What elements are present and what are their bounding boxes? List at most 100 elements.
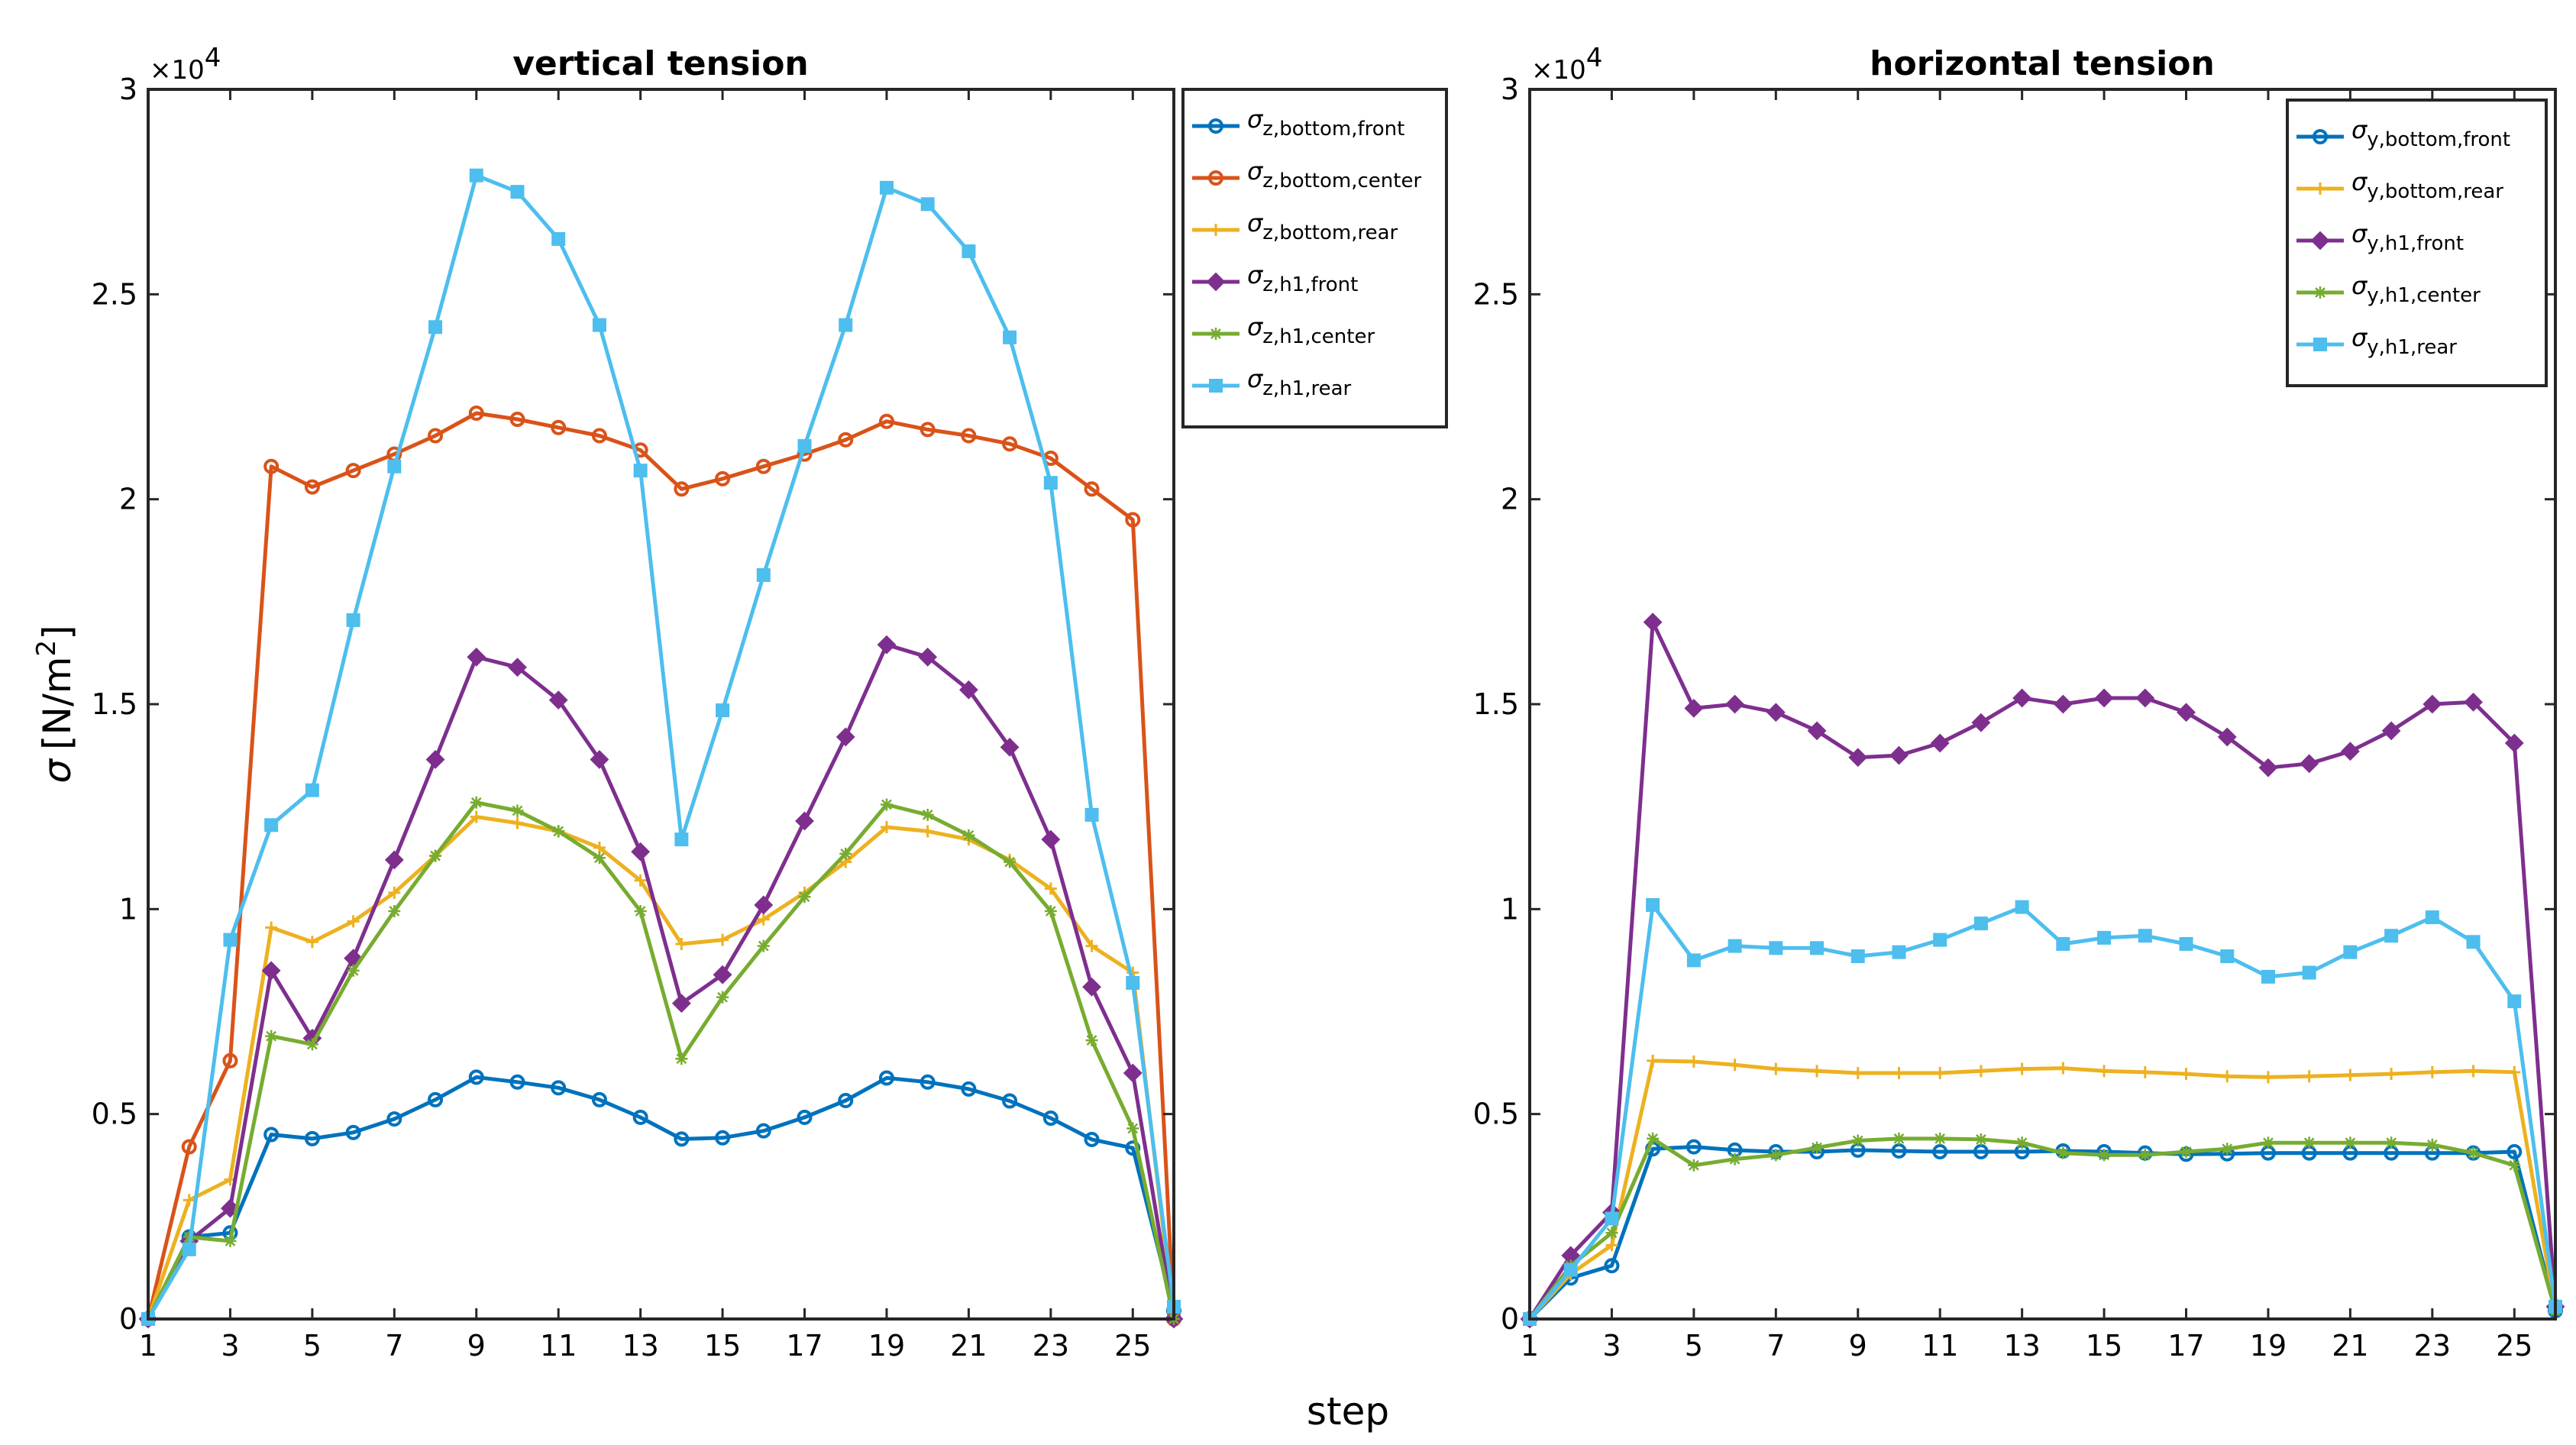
data-point bbox=[1126, 1122, 1139, 1135]
data-point bbox=[551, 1080, 567, 1096]
y-tick-label: 0 bbox=[1501, 1302, 1519, 1336]
data-point bbox=[264, 818, 279, 832]
data-point bbox=[1123, 1063, 1143, 1083]
series-layer bbox=[138, 168, 1184, 1329]
data-point bbox=[674, 481, 690, 497]
data-point bbox=[183, 1194, 196, 1207]
x-tick-label: 7 bbox=[385, 1329, 403, 1363]
legend-entry: σz,bottom,center bbox=[1192, 157, 1421, 192]
data-point bbox=[222, 1052, 238, 1068]
data-point bbox=[1042, 1110, 1059, 1127]
data-point bbox=[1041, 829, 1061, 849]
data-point bbox=[2340, 742, 2360, 761]
data-point bbox=[757, 939, 770, 952]
data-point bbox=[552, 825, 565, 838]
data-point bbox=[877, 635, 897, 655]
data-point bbox=[675, 937, 688, 950]
x-tick-label: 3 bbox=[1602, 1329, 1621, 1363]
data-point bbox=[2467, 1065, 2480, 1078]
data-point bbox=[1125, 512, 1141, 528]
x-tick-label: 3 bbox=[221, 1329, 239, 1363]
data-point bbox=[1811, 1141, 1824, 1154]
data-point bbox=[2097, 930, 2112, 945]
data-point bbox=[1811, 1065, 1824, 1078]
data-point bbox=[304, 1130, 320, 1146]
legend-entry: σz,h1,front bbox=[1192, 260, 1358, 296]
data-point bbox=[754, 895, 774, 915]
data-point bbox=[1002, 1093, 1018, 1109]
x-tick-label: 7 bbox=[1766, 1329, 1785, 1363]
x-tick-label: 1 bbox=[1521, 1329, 1539, 1363]
data-point bbox=[1605, 1211, 1619, 1226]
data-point bbox=[551, 419, 567, 435]
legend-box bbox=[2286, 99, 2548, 387]
x-tick-label: 5 bbox=[1685, 1329, 1703, 1363]
data-point bbox=[1085, 939, 1098, 952]
x-tick-label: 19 bbox=[2250, 1329, 2287, 1363]
data-point bbox=[263, 458, 280, 474]
data-point bbox=[631, 842, 651, 862]
series-line bbox=[146, 800, 1176, 1321]
data-point bbox=[469, 168, 483, 183]
data-point bbox=[548, 690, 568, 710]
data-point bbox=[2258, 758, 2278, 777]
legend-marker bbox=[1208, 170, 1223, 186]
data-point bbox=[634, 905, 647, 918]
data-point bbox=[2303, 1070, 2316, 1083]
x-tick-label: 9 bbox=[1849, 1329, 1867, 1363]
data-point bbox=[347, 915, 360, 928]
data-point bbox=[755, 458, 771, 474]
data-point bbox=[671, 994, 691, 1013]
data-point bbox=[508, 658, 527, 677]
data-point bbox=[962, 829, 975, 842]
data-point bbox=[428, 320, 443, 335]
data-point bbox=[1971, 713, 1991, 732]
data-point bbox=[182, 1242, 196, 1256]
x-tick-label: 21 bbox=[950, 1329, 987, 1363]
data-point bbox=[715, 1130, 731, 1146]
data-point bbox=[1770, 1149, 1783, 1162]
data-point bbox=[2464, 692, 2483, 712]
data-point bbox=[1003, 330, 1017, 344]
data-point bbox=[1684, 698, 1704, 718]
data-point bbox=[1605, 1227, 1618, 1240]
legend-label: σz,bottom,rear bbox=[1247, 209, 1398, 244]
data-point bbox=[674, 832, 689, 847]
legend-marker bbox=[2313, 338, 2327, 351]
data-point bbox=[715, 470, 731, 487]
legend-entry: σy,h1,front bbox=[2296, 219, 2464, 255]
data-point bbox=[2385, 1136, 2398, 1149]
data-point bbox=[304, 479, 320, 495]
legend-label: σz,h1,front bbox=[1247, 260, 1358, 296]
data-point bbox=[1728, 1152, 1741, 1165]
series-y-h1-center bbox=[1524, 1132, 2561, 1325]
data-point bbox=[2138, 1149, 2151, 1162]
data-point bbox=[2094, 688, 2114, 708]
data-point bbox=[2300, 754, 2319, 774]
data-point bbox=[798, 891, 811, 904]
legend-marker bbox=[1208, 118, 1223, 134]
data-point bbox=[181, 1139, 197, 1155]
legend-marker bbox=[1210, 224, 1222, 236]
data-point bbox=[918, 647, 938, 667]
data-point bbox=[551, 231, 566, 246]
data-point bbox=[224, 1235, 237, 1248]
chart-title: vertical tension bbox=[512, 44, 809, 83]
data-point bbox=[2015, 1062, 2028, 1075]
data-point bbox=[962, 244, 976, 258]
series-line bbox=[146, 173, 1176, 1321]
data-point bbox=[263, 1127, 280, 1143]
data-point bbox=[1084, 807, 1099, 822]
data-point bbox=[1728, 1059, 1741, 1072]
legend-label: σz,h1,rear bbox=[1247, 364, 1352, 400]
data-point bbox=[2015, 900, 2029, 914]
data-point bbox=[2303, 1136, 2316, 1149]
x-tick-label: 11 bbox=[540, 1329, 577, 1363]
data-point bbox=[2138, 929, 2152, 943]
legend-marker bbox=[2313, 129, 2328, 144]
data-point bbox=[1930, 733, 1950, 753]
data-point bbox=[1892, 1067, 1905, 1079]
data-point bbox=[1848, 748, 1868, 768]
data-point bbox=[1892, 1132, 1905, 1145]
